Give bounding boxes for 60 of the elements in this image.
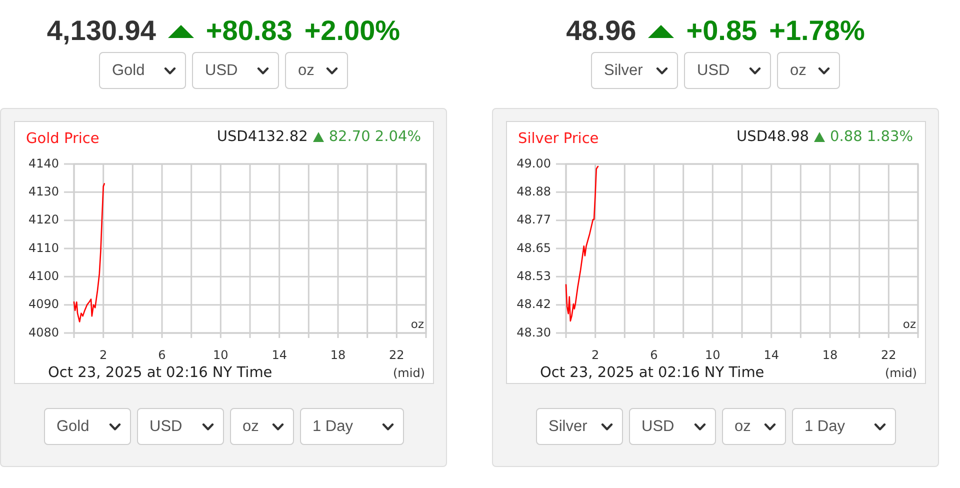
- line-series: [565, 166, 599, 322]
- x-tick-label: 6: [158, 348, 166, 362]
- dropdown[interactable]: oz: [777, 52, 840, 89]
- dropdown[interactable]: USD: [192, 52, 279, 89]
- y-tick-label: 48.42: [516, 297, 551, 312]
- y-tick-label: 4130: [28, 184, 59, 198]
- text: +80.83: [206, 14, 292, 48]
- dropdown[interactable]: USD: [136, 408, 224, 445]
- y-tick-label: 48.53: [516, 268, 551, 283]
- y-tick-label: 4080: [28, 325, 59, 340]
- text: (mid): [392, 366, 425, 380]
- dropdown[interactable]: 1 Day: [792, 408, 896, 445]
- text: 48.96: [566, 14, 636, 48]
- chart-subtitle: USD48.98: [736, 128, 810, 146]
- text: 0.88 1.83%: [830, 128, 913, 146]
- chart-title: Silver Price: [518, 131, 599, 147]
- text: +2.00%: [304, 14, 400, 48]
- text: Oct 23, 2025 at 02:16 NY Time: [48, 365, 272, 381]
- annotation: oz: [902, 317, 916, 331]
- y-tick-label: 49.00: [516, 156, 551, 170]
- x-tick-label: 18: [822, 348, 838, 362]
- x-tick-label: 18: [330, 348, 346, 362]
- y-tick-label: 4120: [28, 212, 59, 227]
- dropdown[interactable]: Silver: [536, 408, 622, 445]
- dropdown[interactable]: USD: [684, 52, 771, 89]
- x-tick-label: 2: [100, 348, 108, 362]
- y-tick-label: 4140: [28, 156, 59, 170]
- y-tick-label: 48.88: [516, 184, 551, 198]
- chart-title: Gold Price: [26, 131, 100, 147]
- text: +0.85: [686, 14, 758, 48]
- dropdown[interactable]: Gold: [44, 408, 130, 445]
- x-tick-label: 10: [705, 348, 720, 362]
- y-tick-label: 4110: [28, 240, 59, 255]
- text: (mid): [884, 366, 917, 380]
- dropdown[interactable]: Silver: [591, 52, 678, 89]
- line-series: [73, 183, 106, 322]
- x-tick-label: 2: [592, 348, 600, 362]
- text: 4,130.94: [46, 14, 156, 48]
- text: +1.78%: [769, 14, 865, 48]
- x-tick-label: 6: [650, 348, 658, 362]
- annotation: oz: [410, 317, 424, 331]
- dropdown[interactable]: oz: [722, 408, 786, 445]
- dropdown[interactable]: Gold: [99, 52, 186, 89]
- text: 82.70 2.04%: [328, 128, 421, 146]
- y-tick-label: 48.77: [516, 212, 551, 227]
- x-tick-label: 14: [272, 348, 287, 362]
- x-tick-label: 22: [881, 348, 896, 362]
- y-tick-label: 48.65: [516, 240, 551, 255]
- y-tick-label: 48.30: [516, 325, 551, 340]
- x-tick-label: 14: [764, 348, 779, 362]
- x-tick-label: 10: [213, 348, 228, 362]
- text: Oct 23, 2025 at 02:16 NY Time: [540, 365, 764, 381]
- dropdown[interactable]: oz: [285, 52, 348, 89]
- dropdown[interactable]: 1 Day: [300, 408, 404, 445]
- chart-subtitle: USD4132.82: [216, 128, 308, 146]
- dropdown[interactable]: oz: [230, 408, 294, 445]
- x-tick-label: 22: [389, 348, 404, 362]
- dropdown[interactable]: USD: [628, 408, 716, 445]
- y-tick-label: 4100: [28, 268, 59, 283]
- y-tick-label: 4090: [28, 297, 59, 312]
